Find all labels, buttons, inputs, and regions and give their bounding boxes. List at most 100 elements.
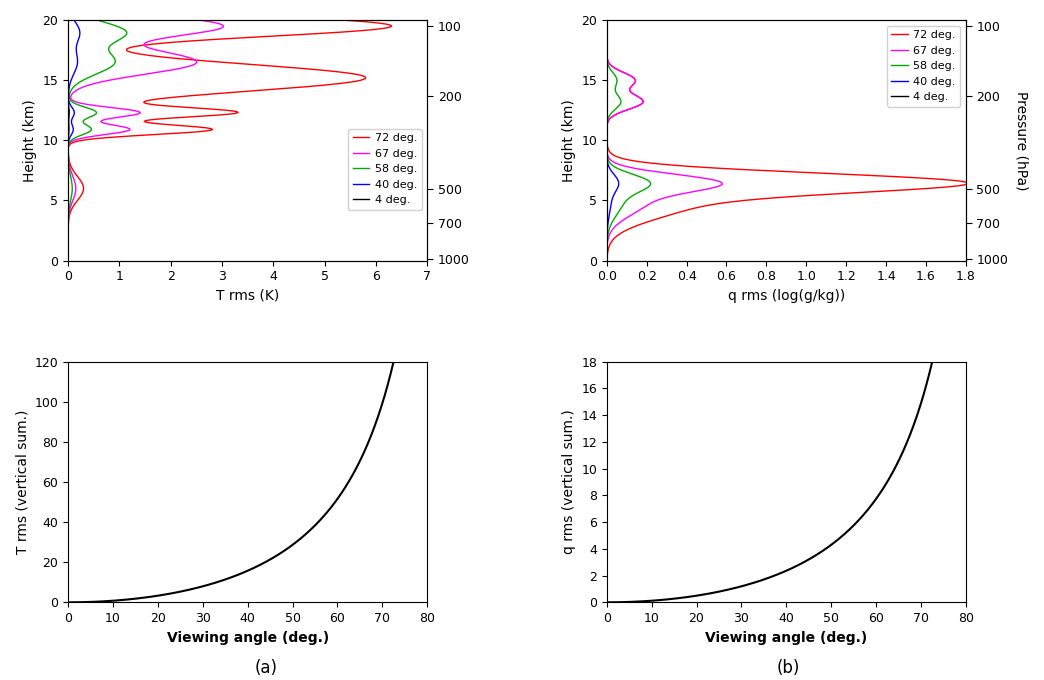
67 deg. (612, 109, 624, 118)
67 deg. (134, 109, 146, 118)
40 deg. (600, 256, 613, 264)
Y-axis label: Height (km): Height (km) (23, 99, 37, 182)
72 deg. (175, 114, 188, 122)
58 deg. (602, 114, 615, 122)
72 deg. (612, 109, 624, 118)
4 deg. (62, 39, 74, 47)
72 deg. (600, 39, 613, 47)
Line: 58 deg.: 58 deg. (68, 20, 126, 260)
X-axis label: q rms (log(g/kg)): q rms (log(g/kg)) (728, 289, 845, 303)
72 deg. (164, 54, 176, 62)
X-axis label: Viewing angle (deg.): Viewing angle (deg.) (705, 630, 868, 645)
4 deg. (63, 114, 75, 122)
40 deg. (62, 256, 74, 264)
40 deg. (600, 39, 613, 47)
67 deg. (604, 114, 617, 122)
Line: 40 deg.: 40 deg. (607, 20, 619, 260)
72 deg. (164, 114, 176, 122)
Line: 72 deg.: 72 deg. (607, 20, 969, 260)
67 deg. (601, 54, 614, 62)
4 deg. (62, 16, 74, 24)
58 deg. (600, 54, 613, 62)
72 deg. (600, 16, 613, 24)
Text: (b): (b) (777, 659, 800, 677)
58 deg. (62, 256, 74, 265)
40 deg. (68, 109, 80, 118)
58 deg. (82, 114, 95, 122)
72 deg. (229, 109, 241, 118)
4 deg. (600, 16, 613, 24)
58 deg. (62, 256, 74, 264)
40 deg. (600, 114, 613, 122)
67 deg. (62, 256, 74, 265)
67 deg. (184, 54, 196, 62)
72 deg. (601, 54, 614, 62)
58 deg. (91, 16, 103, 24)
Legend: 72 deg., 67 deg., 58 deg., 40 deg., 4 deg.: 72 deg., 67 deg., 58 deg., 40 deg., 4 de… (886, 26, 960, 107)
67 deg. (600, 39, 613, 47)
4 deg. (63, 114, 75, 122)
67 deg. (600, 256, 613, 265)
40 deg. (67, 114, 79, 122)
67 deg. (604, 114, 617, 122)
Line: 67 deg.: 67 deg. (68, 20, 223, 260)
Line: 72 deg.: 72 deg. (68, 20, 392, 260)
X-axis label: T rms (K): T rms (K) (216, 289, 280, 303)
4 deg. (600, 114, 613, 122)
72 deg. (600, 256, 613, 264)
4 deg. (600, 39, 613, 47)
67 deg. (600, 16, 613, 24)
4 deg. (62, 256, 74, 265)
Text: (a): (a) (255, 659, 278, 677)
58 deg. (108, 54, 120, 62)
X-axis label: Viewing angle (deg.): Viewing angle (deg.) (167, 630, 329, 645)
Y-axis label: Pressure (hPa): Pressure (hPa) (1015, 90, 1029, 190)
40 deg. (600, 109, 613, 118)
72 deg. (604, 114, 617, 122)
40 deg. (71, 39, 84, 47)
58 deg. (600, 256, 613, 265)
4 deg. (600, 114, 613, 122)
4 deg. (62, 54, 74, 62)
Y-axis label: T rms (vertical sum.): T rms (vertical sum.) (15, 410, 29, 554)
Y-axis label: q rms (vertical sum.): q rms (vertical sum.) (562, 409, 575, 554)
58 deg. (81, 114, 94, 122)
67 deg. (140, 39, 152, 47)
Y-axis label: Height (km): Height (km) (562, 99, 575, 182)
Line: 40 deg.: 40 deg. (68, 20, 80, 260)
Line: 58 deg.: 58 deg. (607, 20, 650, 260)
58 deg. (600, 39, 613, 47)
4 deg. (600, 109, 613, 118)
58 deg. (109, 39, 121, 47)
58 deg. (600, 16, 613, 24)
67 deg. (192, 16, 205, 24)
4 deg. (62, 256, 74, 264)
58 deg. (604, 109, 617, 118)
58 deg. (602, 114, 615, 122)
40 deg. (600, 114, 613, 122)
Line: 67 deg.: 67 deg. (607, 20, 722, 260)
Legend: 72 deg., 67 deg., 58 deg., 40 deg., 4 deg.: 72 deg., 67 deg., 58 deg., 40 deg., 4 de… (348, 129, 422, 209)
72 deg. (604, 114, 617, 122)
67 deg. (62, 256, 74, 264)
72 deg. (164, 39, 176, 47)
58 deg. (90, 109, 102, 118)
67 deg. (600, 256, 613, 264)
67 deg. (112, 114, 124, 122)
40 deg. (68, 16, 80, 24)
4 deg. (63, 109, 75, 118)
72 deg. (62, 256, 74, 265)
40 deg. (66, 114, 78, 122)
40 deg. (600, 16, 613, 24)
40 deg. (600, 54, 613, 62)
72 deg. (62, 256, 74, 264)
4 deg. (600, 256, 613, 264)
40 deg. (62, 256, 74, 265)
4 deg. (600, 54, 613, 62)
72 deg. (335, 16, 348, 24)
40 deg. (600, 256, 613, 265)
67 deg. (106, 114, 119, 122)
72 deg. (600, 256, 613, 265)
58 deg. (600, 256, 613, 264)
40 deg. (71, 54, 84, 62)
